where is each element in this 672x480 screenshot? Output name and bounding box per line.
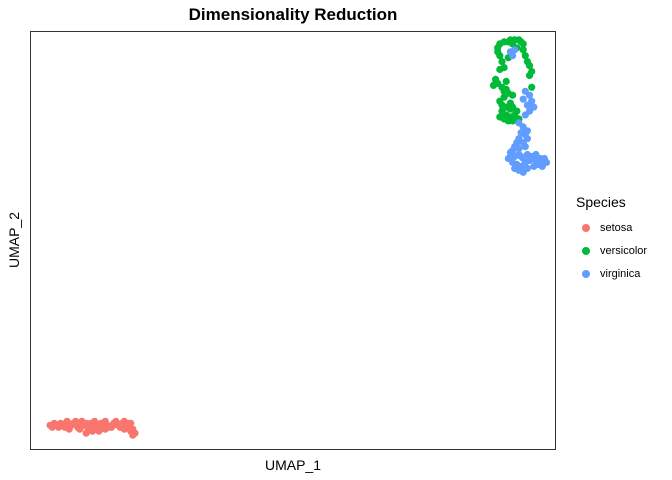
point-virginica	[532, 150, 540, 159]
point-virginica	[509, 52, 517, 60]
point-setosa	[127, 419, 135, 427]
legend-key-setosa	[582, 223, 590, 232]
point-versicolor	[496, 65, 504, 74]
point-virginica	[523, 135, 531, 143]
point-virginica	[509, 147, 517, 155]
point-virginica	[511, 46, 519, 54]
point-virginica	[521, 143, 529, 151]
point-versicolor	[519, 46, 527, 54]
point-versicolor	[528, 83, 536, 91]
point-setosa	[129, 425, 137, 433]
point-setosa	[95, 427, 103, 435]
point-virginica	[523, 101, 531, 109]
legend-label-setosa: setosa	[600, 221, 633, 234]
point-setosa	[108, 423, 116, 431]
point-setosa	[78, 419, 86, 427]
point-setosa	[112, 417, 120, 425]
point-versicolor	[498, 58, 506, 66]
point-virginica	[521, 111, 529, 119]
point-versicolor	[506, 105, 514, 113]
legend-label-virginica: virginica	[600, 267, 641, 280]
point-virginica	[517, 129, 525, 137]
point-versicolor	[519, 40, 527, 48]
point-setosa	[101, 425, 109, 433]
point-versicolor	[525, 71, 534, 80]
point-virginica	[519, 95, 527, 103]
point-setosa	[52, 421, 61, 429]
chart-title: Dimensionality Reduction	[188, 5, 398, 24]
point-virginica	[542, 158, 551, 166]
point-virginica	[530, 162, 538, 170]
point-virginica	[525, 91, 534, 99]
point-virginica	[515, 145, 523, 153]
point-setosa	[72, 417, 80, 425]
point-versicolor	[496, 113, 504, 121]
legend-label-versicolor: versicolor	[600, 244, 648, 257]
point-versicolor	[509, 91, 517, 99]
series-virginica	[504, 46, 551, 176]
x-axis-label: UMAP_1	[264, 457, 322, 473]
point-setosa	[61, 423, 69, 431]
point-virginica	[513, 139, 521, 147]
scatter-plot	[46, 36, 551, 439]
point-virginica	[523, 164, 531, 172]
legend-item-virginica: virginica	[576, 262, 647, 285]
point-setosa	[88, 427, 97, 435]
legend-key-versicolor	[582, 246, 590, 255]
point-versicolor	[509, 117, 517, 125]
legend-item-setosa: setosa	[576, 216, 647, 239]
legend-item-versicolor: versicolor	[576, 239, 647, 262]
point-versicolor	[525, 62, 534, 70]
point-virginica	[517, 152, 525, 161]
point-setosa	[120, 425, 128, 433]
legend-key-virginica	[582, 269, 590, 278]
plot-panel	[30, 31, 556, 450]
point-virginica	[521, 158, 529, 166]
y-axis-label: UMAP_2	[6, 211, 22, 269]
legend-title: Species	[576, 194, 626, 210]
point-versicolor	[496, 52, 504, 60]
series-setosa	[46, 417, 139, 439]
point-virginica	[504, 154, 512, 163]
point-versicolor	[502, 77, 510, 85]
point-versicolor	[521, 52, 529, 60]
legend: Species setosa versicolor virginica	[576, 194, 647, 285]
